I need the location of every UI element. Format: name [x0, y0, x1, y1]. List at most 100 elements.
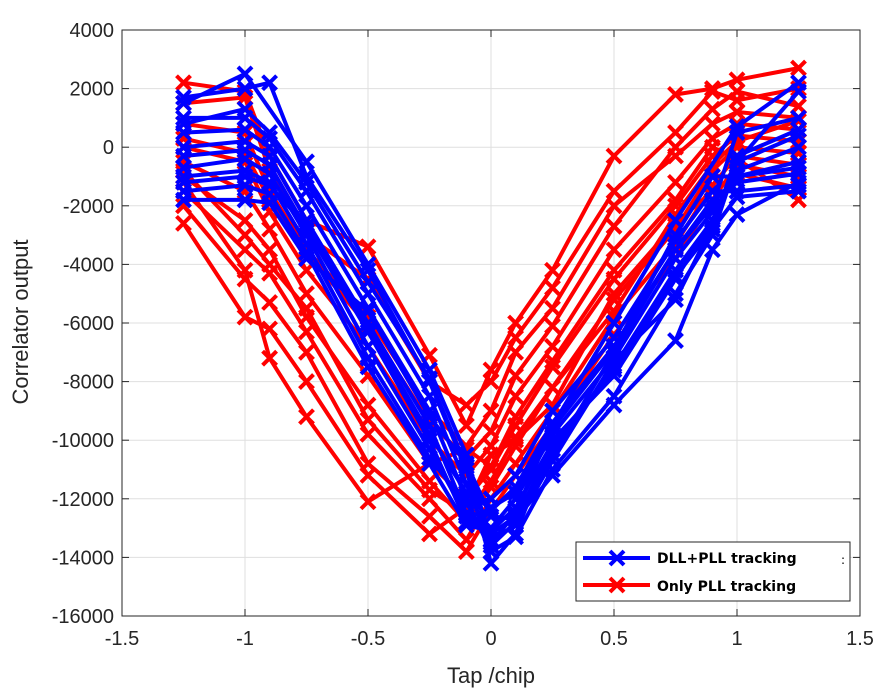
data-point-marker	[457, 484, 475, 502]
data-point-marker	[175, 214, 192, 232]
data-point-marker	[507, 466, 525, 484]
tick-labels: -1.5 -1 -0.5 0 0.5 1 1.5 4000 2000 0 -2000 -4000 -60…	[52, 20, 874, 650]
data-point-marker	[544, 317, 561, 335]
data-point-marker	[605, 396, 623, 414]
data-point-marker	[236, 226, 254, 244]
data-point-marker	[507, 343, 525, 361]
data-point-marker	[298, 285, 315, 303]
data-point-marker	[457, 516, 475, 534]
data-point-marker	[298, 173, 315, 191]
data-point-marker	[605, 340, 623, 358]
data-point-marker	[236, 168, 254, 185]
data-point-marker	[507, 428, 525, 446]
data-point-marker	[421, 507, 438, 525]
data-point-marker	[457, 396, 475, 414]
data-point-marker	[261, 74, 279, 92]
data-point-marker	[421, 408, 438, 426]
data-point-marker	[482, 472, 500, 490]
data-point-marker	[482, 422, 500, 440]
data-point-marker	[703, 217, 721, 235]
data-point-marker	[544, 279, 561, 297]
data-point-marker	[236, 241, 254, 259]
data-point-marker	[728, 124, 746, 141]
data-point-marker	[298, 323, 315, 341]
data-point-marker	[359, 411, 377, 429]
data-point-marker	[605, 285, 623, 303]
y-axis-label: Correlator output	[8, 239, 33, 404]
y-tick-label: -4000	[63, 254, 114, 276]
data-point-marker	[421, 525, 438, 543]
y-tick-label: -16000	[52, 606, 114, 628]
data-point-marker	[457, 543, 475, 560]
legend: DLL+PLL tracking Only PLL tracking :	[575, 541, 851, 602]
data-point-marker	[703, 138, 721, 156]
data-point-marker	[667, 86, 684, 103]
data-point-marker	[236, 308, 254, 326]
data-point-marker	[236, 100, 254, 118]
data-point-marker	[261, 124, 279, 141]
data-point-marker	[605, 197, 623, 215]
data-point-marker	[667, 124, 684, 141]
data-point-marker	[703, 241, 721, 259]
data-point-marker	[421, 425, 438, 443]
axes	[121, 29, 861, 617]
data-point-marker	[728, 147, 746, 165]
data-point-marker	[605, 182, 623, 200]
data-point-marker	[667, 332, 684, 349]
legend-label-only-pll: Only PLL tracking	[657, 579, 796, 595]
data-point-marker	[482, 402, 500, 420]
data-point-marker	[482, 373, 500, 391]
data-point-marker	[728, 83, 746, 100]
data-point-marker	[544, 352, 561, 370]
data-point-marker	[261, 294, 279, 311]
y-tick-label: -12000	[52, 489, 114, 511]
series-area	[175, 59, 807, 572]
data-point-marker	[605, 241, 623, 259]
y-tick-label: -6000	[63, 313, 114, 335]
data-point-marker	[359, 238, 377, 256]
data-point-marker	[703, 83, 721, 100]
data-point-marker	[790, 83, 807, 100]
data-point-marker	[507, 367, 525, 385]
data-point-marker	[507, 329, 525, 347]
legend-marker-only-pll	[608, 576, 626, 594]
data-point-marker	[298, 408, 315, 426]
data-point-marker	[605, 147, 623, 165]
data-point-marker	[236, 191, 254, 209]
data-point-marker	[790, 121, 807, 139]
legend-marker-dll-pll	[608, 549, 626, 567]
data-point-marker	[544, 402, 561, 420]
data-point-marker	[703, 168, 721, 185]
legend-extra-mark: :	[841, 553, 845, 567]
data-point-marker	[261, 241, 279, 259]
x-tick-label: -1.5	[105, 628, 139, 650]
y-tick-label: -10000	[52, 430, 114, 452]
data-point-marker	[236, 212, 254, 229]
data-point-marker	[359, 273, 377, 291]
data-point-marker	[359, 320, 377, 338]
data-point-marker	[236, 80, 254, 98]
data-point-marker	[507, 484, 525, 502]
data-point-marker	[261, 349, 279, 367]
data-point-marker	[298, 373, 315, 391]
x-tick-label: 1.5	[846, 628, 874, 650]
data-point-marker	[544, 420, 561, 437]
data-point-marker	[703, 100, 721, 118]
data-point-marker	[544, 396, 561, 414]
data-point-marker	[790, 59, 807, 77]
data-point-marker	[421, 481, 438, 499]
x-tick-label: 0.5	[600, 628, 628, 650]
data-point-marker	[507, 408, 525, 426]
data-point-marker	[236, 65, 254, 83]
data-point-marker	[544, 261, 561, 279]
data-point-marker	[261, 194, 279, 212]
data-point-marker	[728, 206, 746, 224]
data-point-marker	[544, 379, 561, 396]
data-point-marker	[261, 320, 279, 338]
data-point-marker	[175, 88, 192, 106]
data-point-marker	[236, 261, 254, 279]
y-tick-label: -2000	[63, 196, 114, 218]
y-tick-label: -14000	[52, 547, 114, 569]
